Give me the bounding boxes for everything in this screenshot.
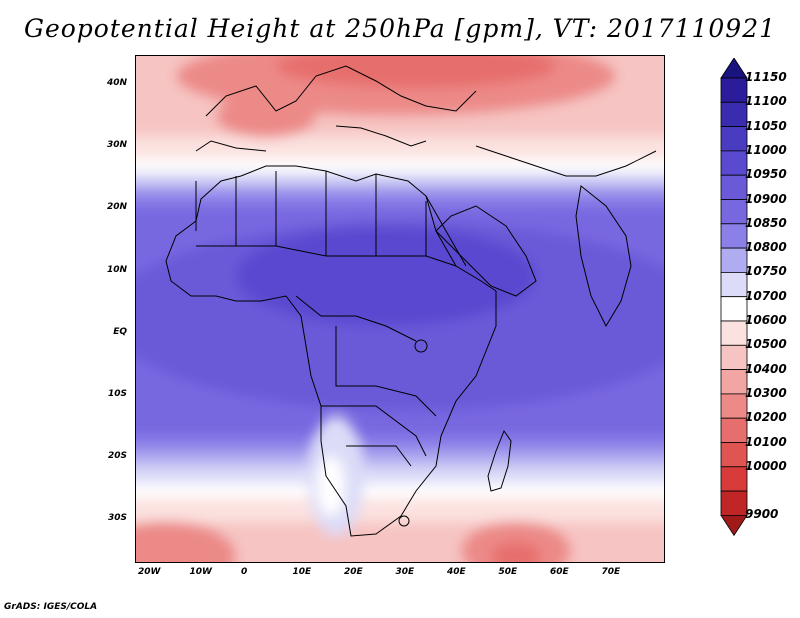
colorbar-segment — [720, 442, 748, 468]
longitude-label: 10E — [292, 567, 312, 577]
longitude-label: 10W — [189, 567, 212, 577]
map-title: Geopotential Height at 250hPa [gpm], VT:… — [23, 14, 777, 43]
map-panel — [135, 55, 665, 563]
colorbar-level-label: 11000 — [745, 142, 787, 157]
colorbar-segment — [720, 77, 748, 103]
colorbar-segment — [720, 174, 748, 200]
geopotential-map — [136, 56, 664, 562]
longitude-label: 50E — [498, 567, 518, 577]
colorbar-level-label: 10600 — [745, 313, 787, 327]
colorbar-segment — [720, 247, 748, 273]
latitude-label: 10S — [107, 389, 127, 399]
colorbar-level-label: 10950 — [745, 167, 787, 182]
colorbar-segment — [720, 417, 748, 443]
colorbar-level-label: 10700 — [745, 288, 787, 303]
latitude-label: 20S — [107, 451, 127, 462]
colorbar-top-arrow — [720, 58, 748, 79]
colorbar-segment — [720, 490, 748, 516]
colorbar-segment — [720, 101, 748, 127]
colorbar-segment — [720, 271, 748, 298]
colorbar-segment — [720, 466, 748, 492]
colorbar-level-label: 10400 — [745, 361, 787, 376]
longitude-label: 0 — [241, 567, 248, 577]
latitude-label: 10N — [106, 264, 127, 275]
longitude-label: 30E — [395, 567, 415, 577]
colorbar-level-label: 9900 — [745, 507, 779, 522]
colorbar-segment — [720, 223, 748, 249]
latitude-label: 20N — [106, 202, 127, 213]
colorbar-segment — [720, 150, 748, 176]
colorbar-level-label: 11150 — [745, 70, 787, 84]
latitude-label: EQ — [113, 326, 127, 337]
colorbar-segment — [720, 393, 748, 419]
colorbar-level-label: 10850 — [745, 215, 787, 230]
coastlines — [165, 65, 657, 537]
colorbar-level-label: 11050 — [745, 118, 787, 133]
longitude-label: 20W — [138, 567, 161, 577]
colorbar-segment — [720, 199, 748, 225]
colorbar-segment — [720, 296, 748, 322]
colorbar-level-label: 10800 — [745, 240, 787, 255]
latitude-label: 30N — [106, 140, 127, 151]
colorbar-segment — [720, 126, 748, 152]
credit-text: GrADS: IGES/COLA — [4, 602, 98, 612]
colorbar-level-label: 10300 — [745, 385, 787, 400]
colorbar-segment — [720, 344, 748, 370]
latitude-label: 40N — [106, 78, 127, 88]
colorbar-level-label: 10900 — [745, 191, 787, 206]
longitude-label: 60E — [550, 567, 569, 577]
longitude-label: 70E — [601, 567, 621, 577]
colorbar-level-label: 10200 — [745, 410, 787, 425]
colorbar-segment — [720, 320, 748, 346]
colorbar-level-label: 10500 — [745, 337, 787, 352]
colorbar-bottom-arrow — [720, 514, 748, 537]
colorbar-level-label: 11100 — [745, 94, 787, 109]
latitude-label: 30S — [107, 513, 127, 524]
height-bands — [136, 56, 664, 562]
colorbar-level-label: 10100 — [745, 434, 787, 449]
colorbar-segment — [720, 369, 748, 395]
longitude-label: 20E — [344, 567, 363, 577]
colorbar-level-label: 10000 — [745, 458, 787, 473]
colorbar — [720, 58, 748, 537]
longitude-label: 40E — [447, 567, 466, 577]
colorbar-level-label: 10750 — [745, 264, 787, 279]
